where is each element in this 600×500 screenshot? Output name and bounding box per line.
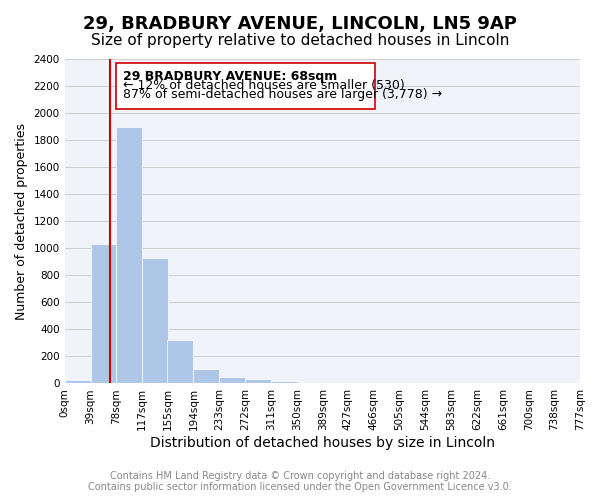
Bar: [116, 126, 142, 384]
FancyBboxPatch shape: [116, 63, 375, 109]
Bar: [193, 370, 219, 384]
Bar: [271, 381, 297, 384]
Bar: [245, 378, 271, 384]
Bar: [65, 380, 91, 384]
Text: Contains HM Land Registry data © Crown copyright and database right 2024.
Contai: Contains HM Land Registry data © Crown c…: [88, 471, 512, 492]
Bar: [167, 340, 193, 384]
X-axis label: Distribution of detached houses by size in Lincoln: Distribution of detached houses by size …: [150, 436, 495, 450]
Bar: [219, 376, 245, 384]
Text: 87% of semi-detached houses are larger (3,778) →: 87% of semi-detached houses are larger (…: [123, 88, 442, 101]
Y-axis label: Number of detached properties: Number of detached properties: [15, 122, 28, 320]
Bar: [142, 258, 168, 384]
Text: ← 12% of detached houses are smaller (530): ← 12% of detached houses are smaller (53…: [123, 80, 405, 92]
Bar: [91, 244, 116, 384]
Text: 29, BRADBURY AVENUE, LINCOLN, LN5 9AP: 29, BRADBURY AVENUE, LINCOLN, LN5 9AP: [83, 15, 517, 33]
Text: Size of property relative to detached houses in Lincoln: Size of property relative to detached ho…: [91, 32, 509, 48]
Text: 29 BRADBURY AVENUE: 68sqm: 29 BRADBURY AVENUE: 68sqm: [123, 70, 337, 84]
